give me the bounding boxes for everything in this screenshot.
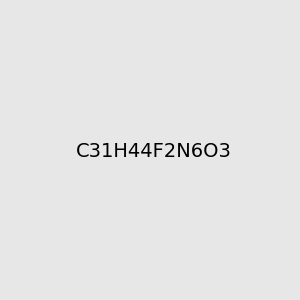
Text: C31H44F2N6O3: C31H44F2N6O3 (76, 142, 232, 161)
